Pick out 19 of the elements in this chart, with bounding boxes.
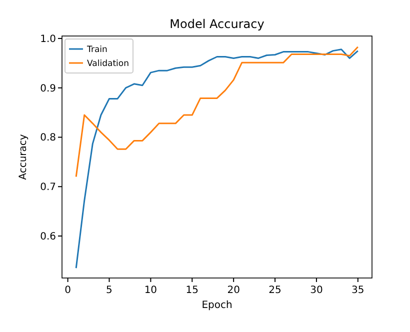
legend-label: Train <box>86 45 108 55</box>
legend-label: Validation <box>87 59 129 69</box>
x-tick-label: 25 <box>268 285 282 296</box>
y-axis-title: Accuracy <box>18 134 29 180</box>
x-tick-label: 10 <box>144 285 158 296</box>
y-tick-label: 0.9 <box>40 83 56 94</box>
chart-title: Model Accuracy <box>170 17 264 31</box>
x-tick-label: 35 <box>352 285 364 296</box>
y-tick-label: 0.8 <box>40 132 56 144</box>
y-tick-label: 0.6 <box>40 232 56 243</box>
x-tick-label: 5 <box>106 285 112 296</box>
x-tick-label: 20 <box>227 285 240 296</box>
x-tick-label: 15 <box>186 285 198 296</box>
y-tick-label: 0.7 <box>40 182 56 194</box>
line-series <box>75 46 359 178</box>
y-tick-label: 1.0 <box>40 34 56 45</box>
x-tick-label: 0 <box>64 285 71 296</box>
x-axis-title: Epoch <box>202 300 232 311</box>
x-tick-label: 30 <box>310 285 323 296</box>
